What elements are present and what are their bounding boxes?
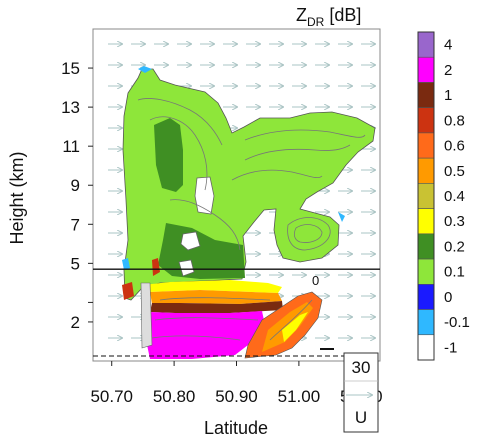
colorbar-swatch — [417, 132, 435, 159]
colorbar-swatch — [417, 183, 435, 209]
colorbar-label: 0.1 — [444, 264, 465, 281]
colorbar-swatch — [417, 284, 435, 310]
colorbar-label: -1 — [444, 339, 457, 356]
zero-contour-label: 0 — [312, 273, 319, 288]
colorbar: 4 2 1 0.8 0.6 0.5 0.4 0.3 0.2 0.1 0 -0.1 -1 — [417, 31, 470, 361]
colorbar-label: 0.8 — [444, 112, 465, 129]
y-tick-label: 13 — [61, 98, 80, 117]
zdr-hole-1 — [194, 176, 215, 215]
x-tick-label: 50.70 — [90, 387, 133, 406]
zdr-contours — [137, 98, 366, 341]
zdr-region-darkgreen — [154, 118, 183, 192]
zdr-accent-right — [338, 212, 345, 222]
zdr-region-brown — [150, 301, 283, 313]
y-tick-label: 7 — [71, 215, 80, 234]
x-axis-label: Latitude — [204, 418, 268, 438]
y-tick-label: 5 — [71, 254, 80, 273]
y-tick-label: 11 — [62, 137, 80, 156]
y-tick-label: 9 — [71, 176, 80, 195]
x-tick-label: 50.80 — [153, 387, 196, 406]
colorbar-swatch — [417, 82, 435, 108]
colorbar-swatch — [417, 233, 435, 260]
zdr-left-column — [140, 282, 153, 349]
colorbar-label: 2 — [444, 62, 452, 79]
zdr-hole-3 — [178, 259, 195, 277]
vector-key-value: 30 — [352, 358, 371, 377]
y-axis-label: Height (km) — [7, 151, 27, 244]
colorbar-label: 0.5 — [444, 163, 465, 180]
colorbar-label: 0.2 — [444, 238, 465, 255]
zdr-region-yellow — [143, 280, 282, 293]
zdr-accent-red — [122, 282, 134, 300]
zdr-region-orange — [150, 290, 282, 304]
colorbar-label: 0.4 — [444, 188, 465, 205]
zdr-region-rightshaft-yellow — [282, 312, 308, 342]
colorbar-label: 0 — [444, 289, 452, 306]
vector-key: 30 U — [343, 352, 379, 433]
zdr-accent-left — [122, 258, 130, 270]
colorbar-frame — [417, 31, 435, 361]
colorbar-swatch — [417, 56, 435, 83]
colorbar-swatch — [417, 208, 435, 235]
x-tick-label: 51.00 — [278, 387, 321, 406]
colorbar-label: -0.1 — [444, 314, 470, 331]
colorbar-swatch — [417, 31, 435, 58]
plot-area: 0 — [92, 28, 381, 362]
zdr-accent-red-2 — [152, 258, 160, 276]
colorbar-label: 0.3 — [444, 213, 465, 230]
y-tick-label: 15 — [61, 59, 80, 78]
colorbar-swatch — [417, 334, 435, 361]
colorbar-swatch — [417, 157, 435, 184]
vector-key-label: U — [355, 408, 367, 427]
y-tick-label: 2 — [71, 313, 80, 332]
y-axis: 2 5 7 9 11 13 15 — [61, 59, 93, 332]
colorbar-label: 1 — [444, 87, 452, 104]
zdr-accent-top — [138, 66, 152, 73]
x-tick-label: 50.90 — [215, 387, 258, 406]
zdr-region-magenta — [146, 311, 266, 359]
colorbar-swatch — [417, 309, 435, 336]
colorbar-label: 4 — [444, 37, 452, 54]
colorbar-swatch — [417, 258, 435, 285]
colorbar-swatch — [417, 107, 435, 134]
zdr-hole-2 — [180, 231, 201, 251]
chart-title: ZDR [dB] — [296, 5, 361, 29]
colorbar-label: 0.6 — [444, 138, 465, 155]
